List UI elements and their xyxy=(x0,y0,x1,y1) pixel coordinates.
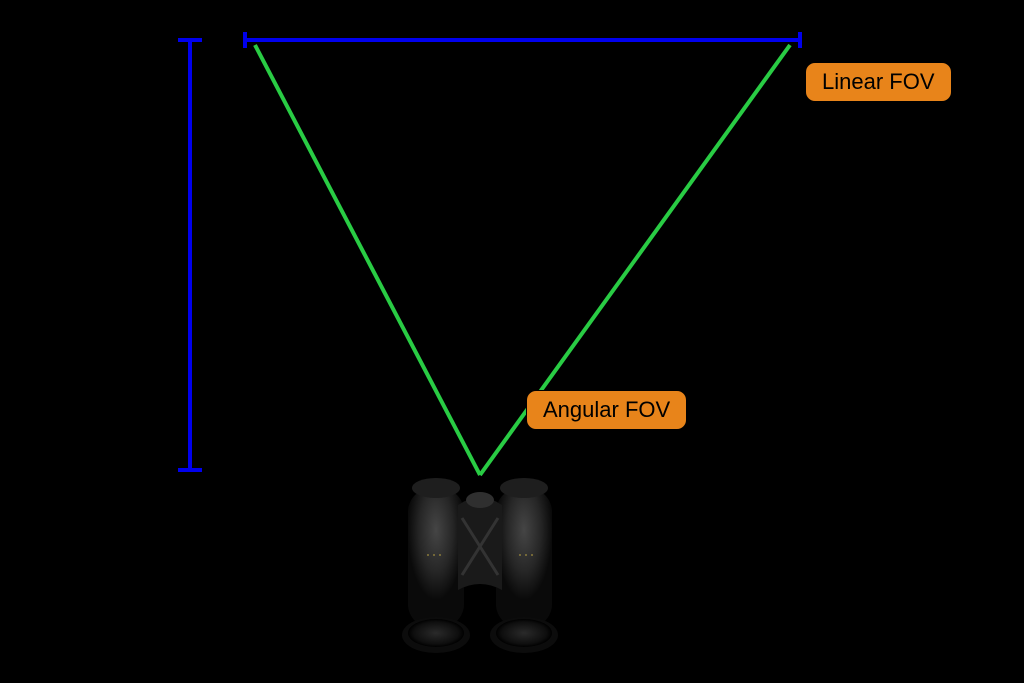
linear-fov-bar xyxy=(245,32,800,48)
binoculars-icon xyxy=(380,470,580,670)
angular-fov-lines xyxy=(255,45,790,475)
linear-fov-text: Linear FOV xyxy=(822,69,935,94)
fov-diagram: Linear FOV Angular FOV xyxy=(0,0,1024,683)
angular-fov-label: Angular FOV xyxy=(526,390,687,430)
distance-bar xyxy=(178,40,202,470)
linear-fov-label: Linear FOV xyxy=(805,62,952,102)
angular-fov-text: Angular FOV xyxy=(543,397,670,422)
